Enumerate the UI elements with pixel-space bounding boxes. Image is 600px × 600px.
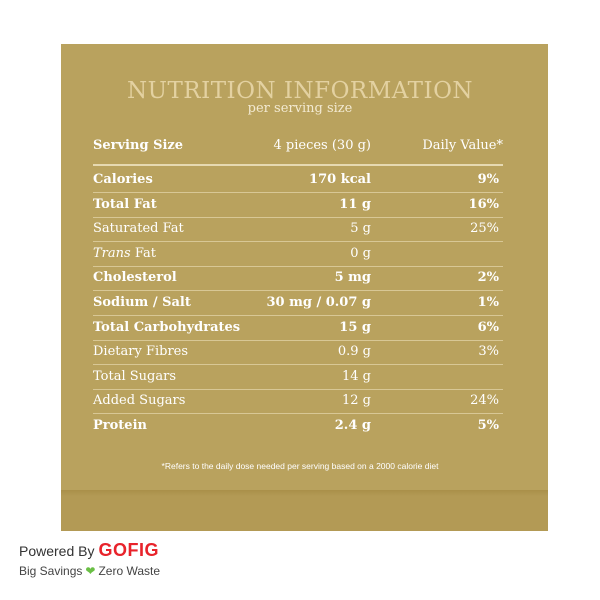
nutrient-amount: 5 g [350, 221, 371, 236]
nutrient-amount: 2.4 g [334, 418, 371, 433]
nutrient-label: Calories [93, 172, 153, 187]
nutrient-row: Trans Fat 0 g [93, 244, 503, 268]
nutrient-label: Sodium / Salt [93, 295, 191, 310]
row-divider [93, 290, 503, 291]
nutrient-amount: 12 g [342, 393, 371, 408]
nutrient-row: Total Fat 11 g 16% [93, 195, 503, 219]
nutrient-amount: 170 kcal [309, 172, 371, 187]
header-divider [93, 164, 503, 166]
nutrient-row: Added Sugars 12 g 24% [93, 391, 503, 415]
nutrient-daily-value: 25% [470, 221, 499, 236]
nutrient-amount: 11 g [339, 197, 371, 212]
nutrient-label: Trans Fat [93, 244, 156, 264]
row-divider [93, 315, 503, 316]
nutrient-row: Sodium / Salt 30 mg / 0.07 g 1% [93, 293, 503, 317]
brand-tagline: Big Savings ❤ Zero Waste [19, 564, 160, 578]
nutrient-label: Total Sugars [93, 369, 176, 384]
powered-by-label: Powered By [19, 543, 95, 559]
nutrient-daily-value: 3% [478, 344, 499, 359]
nutrient-row: Dietary Fibres 0.9 g 3% [93, 342, 503, 366]
nutrient-label: Saturated Fat [93, 221, 184, 236]
nutrient-daily-value: 9% [477, 172, 499, 187]
brand-footer: Powered By GOFIG Big Savings ❤ Zero Waste [19, 540, 160, 578]
nutrient-row: Saturated Fat 5 g 25% [93, 219, 503, 243]
row-divider [93, 389, 503, 390]
tagline-right: Zero Waste [98, 564, 161, 578]
nutrient-amount: 5 mg [334, 270, 371, 285]
nutrient-amount: 14 g [342, 369, 371, 384]
brand-logo: GOFIG [98, 540, 159, 560]
row-divider [93, 266, 503, 267]
nutrition-title: NUTRITION INFORMATION [126, 78, 474, 104]
daily-value-header: Daily Value* [422, 138, 503, 153]
nutrient-label: Dietary Fibres [93, 344, 189, 359]
nutrient-amount: 0.9 g [337, 344, 371, 359]
nutrient-daily-value: 24% [470, 393, 499, 408]
nutrient-label: Cholesterol [93, 270, 177, 285]
nutrient-daily-value: 5% [477, 418, 499, 433]
nutrient-daily-value: 2% [477, 270, 499, 285]
serving-size-label: Serving Size [93, 138, 184, 153]
nutrient-row: Cholesterol 5 mg 2% [93, 268, 503, 292]
row-divider [93, 340, 503, 341]
nutrient-daily-value: 6% [477, 320, 499, 335]
nutrient-daily-value: 16% [468, 197, 499, 212]
nutrient-row: Protein 2.4 g 5% [93, 416, 503, 440]
row-divider [93, 192, 503, 193]
nutrient-row: Calories 170 kcal 9% [93, 170, 503, 194]
tagline-left: Big Savings [19, 564, 83, 578]
panel-bottom-strip [61, 490, 548, 531]
daily-value-footnote: *Refers to the daily dose needed per ser… [161, 461, 439, 471]
nutrient-daily-value: 1% [477, 295, 499, 310]
row-divider [93, 241, 503, 242]
nutrient-amount: 30 mg / 0.07 g [266, 295, 371, 310]
heart-icon: ❤ [85, 564, 96, 578]
nutrient-label-italic: Trans [93, 246, 131, 261]
nutrient-amount: 0 g [350, 246, 371, 261]
nutrient-row: Total Carbohydrates 15 g 6% [93, 318, 503, 342]
nutrition-subtitle: per serving size [247, 101, 353, 116]
nutrient-label: Total Carbohydrates [93, 320, 241, 335]
nutrition-panel [61, 44, 548, 531]
nutrient-label-rest: Fat [130, 246, 156, 261]
nutrient-amount: 15 g [339, 320, 371, 335]
nutrient-label: Total Fat [93, 197, 157, 212]
row-divider [93, 364, 503, 365]
nutrient-row: Total Sugars 14 g [93, 367, 503, 391]
row-divider [93, 217, 503, 218]
nutrient-label: Added Sugars [93, 393, 186, 408]
row-divider [93, 413, 503, 414]
serving-size-amount: 4 pieces (30 g) [273, 138, 372, 153]
nutrient-label: Protein [93, 418, 147, 433]
serving-size-row: Serving Size 4 pieces (30 g) Daily Value… [93, 136, 503, 160]
